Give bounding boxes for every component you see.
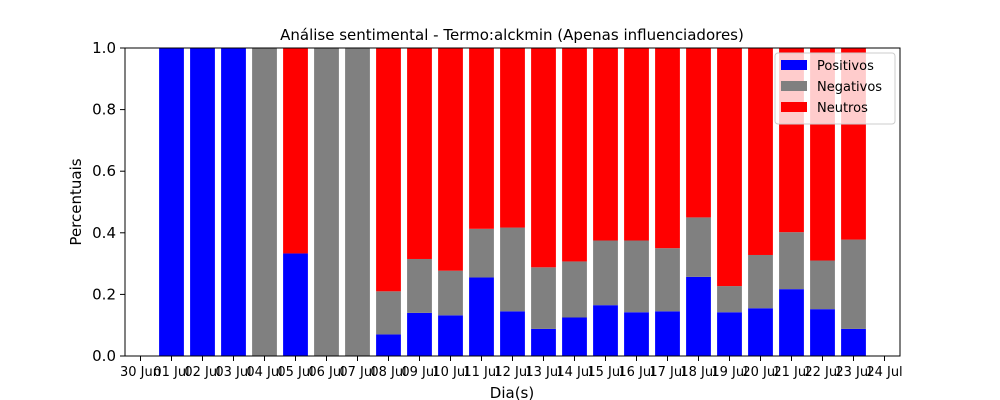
x-tick-label: 30 Jun (120, 365, 161, 380)
bar-positivos-05-jul (283, 253, 308, 356)
x-tick-label: 24 Jul (866, 365, 902, 380)
legend-swatch-positivos (781, 60, 807, 70)
x-tick-label: 13 Jul (525, 365, 561, 380)
bar-positivos-16-jul (624, 312, 649, 356)
bar-positivos-08-jul (376, 334, 401, 356)
bar-neutros-10-jul (438, 48, 463, 271)
bar-neutros-18-jul (686, 48, 711, 218)
bar-positivos-21-jul (779, 289, 804, 356)
bar-negativos-09-jul (407, 258, 432, 313)
x-tick-label: 03 Jul (215, 365, 251, 380)
x-tick-label: 01 Jul (153, 365, 189, 380)
bar-positivos-15-jul (593, 305, 618, 356)
bar-neutros-17-jul (655, 48, 680, 249)
bar-negativos-19-jul (717, 286, 742, 313)
y-axis-label: Percentuais (67, 158, 85, 245)
bar-positivos-02-jul (190, 48, 215, 356)
x-tick-label: 09 Jul (401, 365, 437, 380)
x-tick-label: 21 Jul (773, 365, 809, 380)
y-tick-label: 1.0 (92, 39, 116, 57)
bars-group (159, 48, 866, 356)
bar-negativos-18-jul (686, 217, 711, 277)
bar-positivos-10-jul (438, 315, 463, 356)
bar-neutros-14-jul (562, 48, 587, 262)
bar-negativos-23-jul (841, 239, 866, 329)
bar-negativos-16-jul (624, 240, 649, 313)
bar-negativos-11-jul (469, 228, 494, 278)
bar-positivos-20-jul (748, 308, 773, 356)
bar-positivos-23-jul (841, 328, 866, 356)
bar-positivos-18-jul (686, 276, 711, 356)
bar-negativos-20-jul (748, 254, 773, 309)
legend: Positivos Negativos Neutros (774, 52, 896, 125)
bar-positivos-01-jul (159, 48, 184, 356)
bar-negativos-15-jul (593, 240, 618, 306)
bar-positivos-11-jul (469, 277, 494, 356)
y-tick-label: 0.2 (92, 285, 116, 303)
bar-positivos-19-jul (717, 312, 742, 356)
x-axis-label: Dia(s) (490, 384, 534, 400)
bar-negativos-17-jul (655, 248, 680, 312)
x-tick-label: 05 Jul (277, 365, 313, 380)
bar-negativos-22-jul (810, 260, 835, 310)
bar-positivos-12-jul (500, 311, 525, 356)
bar-negativos-12-jul (500, 227, 525, 312)
x-tick-label: 15 Jul (587, 365, 623, 380)
x-tick-label: 22 Jul (804, 365, 840, 380)
bar-neutros-12-jul (500, 48, 525, 228)
x-tick-label: 07 Jul (339, 365, 375, 380)
x-tick-label: 17 Jul (649, 365, 685, 380)
bar-positivos-09-jul (407, 312, 432, 356)
bar-neutros-08-jul (376, 48, 401, 292)
legend-label-neutros: Neutros (817, 101, 868, 116)
bar-neutros-15-jul (593, 48, 618, 241)
y-tick-label: 0.6 (92, 162, 116, 180)
legend-label-negativos: Negativos (817, 80, 882, 95)
x-tick-label: 14 Jul (556, 365, 592, 380)
x-tick-label: 11 Jul (463, 365, 499, 380)
chart-title: Análise sentimental - Termo:alckmin (Ape… (280, 26, 744, 44)
bar-neutros-19-jul (717, 48, 742, 287)
bar-positivos-22-jul (810, 309, 835, 356)
bar-neutros-13-jul (531, 48, 556, 268)
bar-negativos-21-jul (779, 232, 804, 290)
bar-negativos-14-jul (562, 261, 587, 318)
y-tick-label: 0.4 (92, 224, 116, 242)
y-tick-label: 0.0 (92, 347, 116, 365)
x-tick-label: 23 Jul (835, 365, 871, 380)
x-tick-label: 02 Jul (184, 365, 220, 380)
bar-positivos-14-jul (562, 317, 587, 356)
bar-neutros-11-jul (469, 48, 494, 229)
bar-negativos-06-jul (314, 48, 339, 356)
bar-negativos-04-jul (252, 48, 277, 356)
x-tick-label: 08 Jul (370, 365, 406, 380)
bar-neutros-09-jul (407, 48, 432, 259)
x-tick-label: 18 Jul (680, 365, 716, 380)
x-tick-label: 16 Jul (618, 365, 654, 380)
bar-neutros-20-jul (748, 48, 773, 255)
x-tick-label: 19 Jul (711, 365, 747, 380)
bar-positivos-17-jul (655, 311, 680, 356)
legend-swatch-negativos (781, 81, 807, 91)
bar-positivos-03-jul (221, 48, 246, 356)
bar-negativos-08-jul (376, 291, 401, 335)
bar-positivos-13-jul (531, 328, 556, 356)
x-tick-label: 20 Jul (742, 365, 778, 380)
bar-negativos-10-jul (438, 270, 463, 316)
x-tick-label: 10 Jul (432, 365, 468, 380)
legend-swatch-neutros (781, 102, 807, 112)
bar-negativos-07-jul (345, 48, 370, 356)
x-tick-label: 06 Jul (308, 365, 344, 380)
y-tick-label: 0.8 (92, 101, 116, 119)
x-tick-label: 12 Jul (494, 365, 530, 380)
bar-neutros-16-jul (624, 48, 649, 241)
x-tick-label: 04 Jul (246, 365, 282, 380)
bar-neutros-05-jul (283, 48, 308, 254)
legend-label-positivos: Positivos (817, 59, 874, 74)
bar-negativos-13-jul (531, 267, 556, 329)
